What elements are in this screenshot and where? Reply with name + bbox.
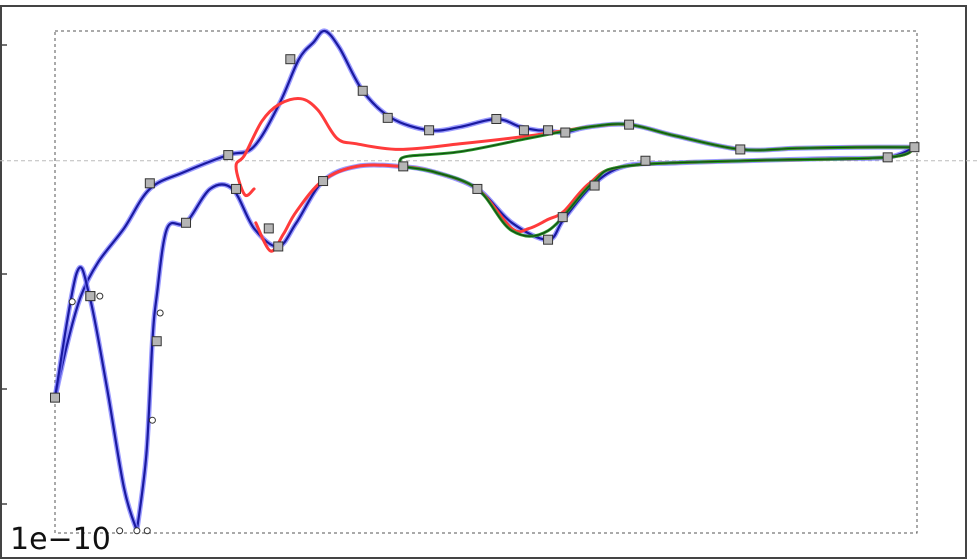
axis-offset-label: 1e−10 xyxy=(10,522,111,557)
control-point-square[interactable] xyxy=(543,125,554,136)
control-point-square[interactable] xyxy=(144,178,155,189)
control-point-square[interactable] xyxy=(263,223,274,234)
control-point-square[interactable] xyxy=(181,217,192,228)
control-point-square[interactable] xyxy=(640,155,651,166)
control-point-square[interactable] xyxy=(223,150,234,161)
series-line xyxy=(254,145,916,253)
control-point-square[interactable] xyxy=(491,113,502,124)
control-point-square[interactable] xyxy=(543,234,554,245)
control-point-square[interactable] xyxy=(357,85,368,96)
control-point-circle[interactable] xyxy=(156,309,164,317)
series-2 xyxy=(234,97,916,253)
control-point-square[interactable] xyxy=(909,142,920,153)
control-point-square[interactable] xyxy=(285,54,296,65)
control-point-square[interactable] xyxy=(424,125,435,136)
control-point-square[interactable] xyxy=(231,183,242,194)
control-point-square[interactable] xyxy=(382,112,393,123)
control-point-circle[interactable] xyxy=(148,416,156,424)
figure-border xyxy=(0,5,967,559)
control-point-square[interactable] xyxy=(472,183,483,194)
control-point-square[interactable] xyxy=(557,212,568,223)
control-point-circle[interactable] xyxy=(68,298,76,306)
series-1 xyxy=(52,28,917,534)
series-line-halo xyxy=(52,28,917,401)
y-ticks xyxy=(1,44,7,505)
control-point-square[interactable] xyxy=(85,291,96,302)
control-point-square[interactable] xyxy=(50,392,60,403)
control-point-square[interactable] xyxy=(882,152,893,163)
control-point-square[interactable] xyxy=(398,161,409,172)
control-point-square[interactable] xyxy=(589,180,600,191)
control-point-square[interactable] xyxy=(318,176,329,187)
series-line-halo xyxy=(134,144,917,534)
series-line xyxy=(135,146,916,532)
control-point-circle[interactable] xyxy=(143,527,151,535)
series-line xyxy=(53,29,916,399)
control-point-circle[interactable] xyxy=(96,292,104,300)
control-point-square[interactable] xyxy=(560,127,571,138)
control-point-square[interactable] xyxy=(273,241,284,252)
control-point-square[interactable] xyxy=(624,119,635,130)
control-point-circle[interactable] xyxy=(133,527,141,535)
control-point-square[interactable] xyxy=(518,125,529,136)
plot-area-frame xyxy=(54,30,918,534)
control-point-circle[interactable] xyxy=(116,527,124,535)
control-point-square[interactable] xyxy=(151,336,162,347)
control-point-square[interactable] xyxy=(735,144,746,155)
